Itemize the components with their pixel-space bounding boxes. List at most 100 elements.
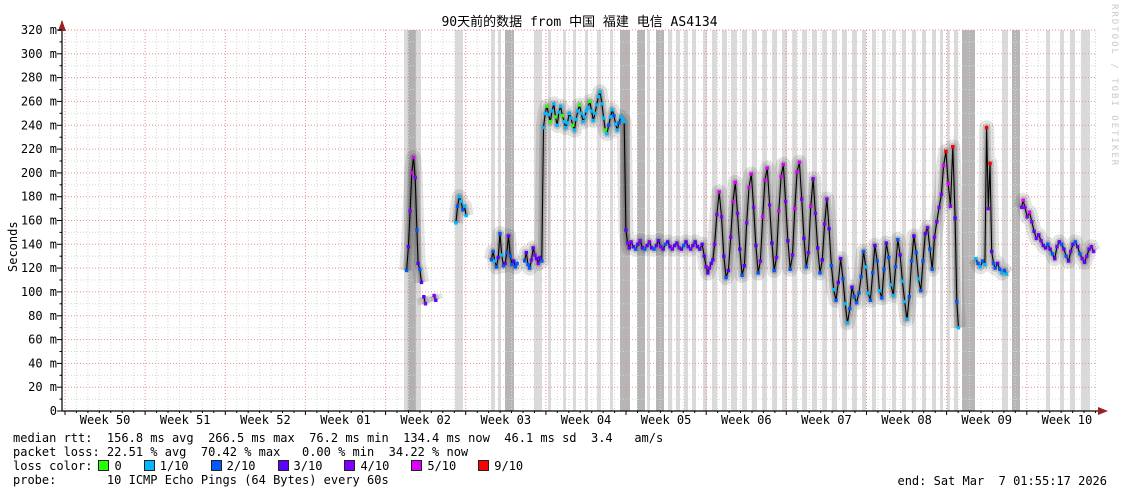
loss-dot [998, 267, 1002, 271]
x-tick-label: Week 08 [881, 413, 932, 427]
loss-dot [1000, 271, 1004, 275]
loss-dot [528, 266, 532, 270]
loss-dot [560, 114, 565, 118]
loss-dot [601, 116, 606, 120]
loss-dot [783, 199, 788, 204]
loss-dot [804, 265, 808, 269]
loss-bucket-label: 9/10 [494, 458, 524, 473]
loss-dot [1023, 205, 1027, 210]
loss-dot [850, 285, 854, 289]
loss-dot [882, 267, 886, 271]
no-data-band [712, 30, 718, 411]
loss-dot [636, 242, 640, 246]
loss-dot [793, 206, 797, 211]
loss-dot [733, 180, 737, 185]
loss-dot [993, 266, 997, 270]
loss-dot [935, 220, 939, 224]
loss-dot [864, 265, 868, 269]
loss-dot [531, 246, 535, 250]
no-data-band [742, 30, 748, 411]
loss-swatch [411, 460, 423, 471]
loss-dot [503, 261, 507, 266]
loss-dot [898, 253, 902, 257]
loss-dot [1043, 246, 1048, 250]
loss-dot [557, 110, 561, 114]
loss-dot [1089, 245, 1094, 249]
loss-dot [455, 204, 460, 208]
loss-dot [413, 175, 417, 180]
loss-dot [891, 293, 895, 298]
loss-dot [914, 250, 918, 255]
no-data-band [647, 30, 650, 411]
loss-dot [1021, 198, 1025, 202]
legend-item-5-10: 5/10 [411, 459, 456, 473]
legend-item-2-10: 2/10 [210, 459, 256, 473]
loss-dot [724, 275, 728, 280]
loss-dot [765, 166, 769, 170]
loss-dot [832, 287, 836, 292]
loss-dot [615, 128, 619, 132]
loss-dot [577, 103, 582, 107]
loss-dot [631, 245, 636, 249]
loss-dot [546, 112, 551, 117]
loss-bucket-label: 3/10 [293, 458, 323, 473]
loss-dot [1085, 254, 1089, 258]
loss-dot [622, 120, 626, 124]
loss-dot [508, 254, 512, 258]
loss-dot [790, 253, 795, 257]
loss-dot [887, 255, 891, 260]
loss-dot [756, 271, 760, 275]
loss-dot [506, 234, 511, 238]
x-tick-label: Week 50 [80, 413, 131, 427]
no-data-band [1046, 30, 1050, 411]
loss-dot [712, 242, 717, 246]
loss-dot [619, 115, 623, 119]
loss-dot [526, 262, 530, 267]
loss-dot [411, 155, 416, 160]
loss-dot [464, 214, 468, 218]
no-data-band [668, 30, 673, 411]
x-tick-label: Week 52 [240, 413, 291, 427]
loss-dot [1032, 229, 1036, 233]
x-tick-label: Week 01 [320, 413, 371, 427]
x-tick-label: Week 02 [400, 413, 451, 427]
loss-dot [820, 258, 824, 262]
loss-dot [675, 241, 679, 245]
loss-color-legend: loss color: 0 1/10 2/10 3/10 4/10 5/10 9/10 [13, 458, 545, 473]
legend-item-3-10: 3/10 [277, 458, 323, 473]
loss-dot [854, 301, 859, 305]
loss-bucket-label: 5/10 [427, 458, 457, 473]
loss-dot [751, 205, 756, 210]
axis-labels: 0 20 m 40 m 60 m 80 m 100 m 120 m 140 m 160 m 180… [21, 23, 1092, 427]
loss-dot [735, 211, 740, 216]
loss-dot [995, 261, 1000, 266]
loss-dot [986, 206, 990, 211]
loss-dot [588, 99, 592, 104]
loss-dot [1048, 247, 1052, 251]
loss-dot [595, 103, 599, 107]
loss-dot [836, 280, 840, 285]
loss-dot [939, 192, 944, 196]
loss-dot [845, 321, 850, 325]
x-tick-label: Week 06 [721, 413, 772, 427]
loss-dot [422, 295, 426, 299]
loss-dot [432, 293, 436, 298]
loss-dot [731, 199, 735, 204]
loss-dot [524, 250, 528, 255]
loss-dot [598, 90, 602, 94]
loss-dot [682, 243, 686, 248]
loss-dots [404, 90, 1096, 330]
y-axis-title: Seconds [6, 221, 20, 272]
loss-dot [679, 247, 684, 251]
loss-dot [811, 177, 815, 181]
loss-dot [770, 241, 774, 245]
loss-dot [586, 105, 590, 110]
loss-dot [806, 250, 811, 255]
loss-dot [896, 237, 900, 242]
loss-dot [761, 215, 765, 219]
loss-dot [941, 164, 946, 168]
loss-bucket-label: 1/10 [159, 458, 189, 473]
loss-dot [410, 171, 414, 175]
loss-dot [909, 259, 914, 263]
